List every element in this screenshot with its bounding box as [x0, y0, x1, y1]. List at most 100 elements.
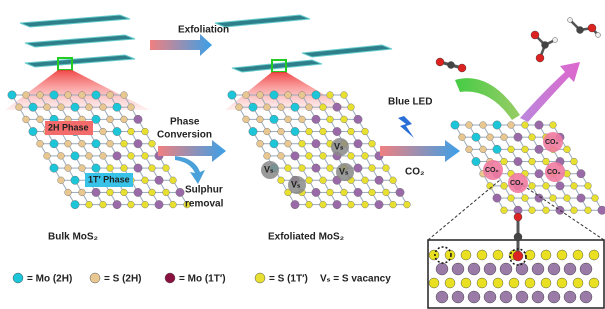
molecule-atom [589, 250, 599, 260]
molecule-atom [525, 278, 535, 288]
atom [333, 127, 341, 135]
atom [121, 140, 128, 147]
atom [128, 153, 135, 160]
atom [121, 165, 128, 172]
atom [249, 127, 257, 135]
atom [354, 188, 362, 196]
atom [472, 133, 480, 141]
atom [362, 201, 369, 208]
atom [142, 201, 149, 208]
legend-label: = S (2H) [104, 274, 142, 285]
atom [278, 177, 285, 184]
atom [543, 207, 550, 214]
sulphur-arrow [175, 156, 205, 184]
atom [249, 103, 257, 111]
atom [65, 165, 72, 172]
atom [466, 146, 473, 153]
atom [71, 103, 79, 111]
exfoliation-arrow [150, 34, 212, 56]
conversion-label: Conversion [157, 130, 212, 141]
atom [375, 176, 383, 184]
atom [134, 140, 142, 148]
atom [327, 189, 334, 196]
molecule-atom [436, 263, 448, 275]
atom [535, 121, 543, 129]
atom [577, 194, 585, 202]
molecule-atom [589, 278, 599, 288]
molecule-atom [458, 64, 466, 72]
atom [170, 177, 177, 184]
atom [264, 153, 271, 160]
atom [585, 183, 592, 190]
atom [100, 128, 107, 135]
conversion-label: Phase [170, 117, 200, 128]
atom [493, 145, 501, 153]
atom [121, 92, 128, 99]
atom [487, 134, 494, 141]
atom [23, 92, 30, 99]
atom [134, 188, 142, 196]
atom [312, 91, 320, 99]
atom [501, 183, 508, 190]
molecule-atom [436, 291, 448, 303]
vacancy-label: Vₛ [264, 164, 274, 174]
atom [29, 103, 37, 111]
atom [306, 128, 313, 135]
atom [369, 165, 376, 172]
atom [306, 177, 313, 184]
molecule-atom [564, 291, 576, 303]
molecule-atom [452, 291, 464, 303]
atom [285, 165, 292, 172]
atom [564, 146, 571, 153]
atom [149, 165, 156, 172]
atom [327, 165, 334, 172]
molecule-atom [493, 250, 503, 260]
atom [65, 189, 72, 196]
atom [163, 189, 170, 196]
atom [522, 195, 529, 202]
atom [571, 183, 578, 190]
atom [369, 189, 376, 196]
legend-swatch [255, 273, 265, 283]
atom [535, 145, 543, 153]
atom [228, 91, 236, 99]
atom [333, 103, 341, 111]
atom [37, 140, 44, 147]
atom [348, 104, 355, 111]
atom [270, 115, 278, 123]
atom [312, 140, 320, 148]
atom [585, 207, 592, 214]
atom [543, 183, 550, 190]
atom [327, 92, 334, 99]
atom [128, 128, 135, 135]
atom [299, 92, 306, 99]
zoom-fan [225, 72, 350, 110]
atom [142, 128, 149, 135]
atom [291, 152, 299, 160]
atom [37, 116, 44, 123]
atom [163, 165, 170, 172]
atom [79, 189, 86, 196]
atom [459, 134, 466, 141]
atom [8, 91, 16, 99]
atom [564, 195, 571, 202]
atom [514, 133, 522, 141]
atom [550, 195, 557, 202]
atom [362, 128, 369, 135]
atom [285, 116, 292, 123]
molecule-atom [514, 233, 522, 241]
atom [142, 153, 149, 160]
molecule-atom [596, 33, 601, 38]
molecule-atom [477, 278, 487, 288]
vacancy-label: Vₛ [291, 179, 301, 189]
atom [121, 189, 128, 196]
atom [16, 104, 23, 111]
atom [543, 158, 550, 165]
atom [480, 146, 487, 153]
atom [522, 122, 529, 129]
legend-label: = S (1T′) [269, 274, 308, 285]
legend-label: = Mo (2H) [27, 274, 72, 285]
atom [299, 116, 306, 123]
molecule-atom [580, 291, 592, 303]
atom [71, 176, 79, 184]
